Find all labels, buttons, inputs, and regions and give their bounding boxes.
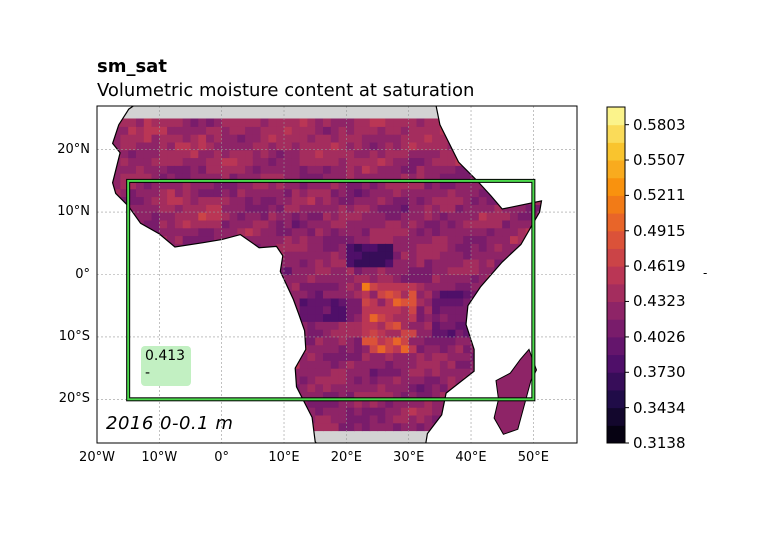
mean-value: 0.413 [145, 348, 186, 364]
colorbar-segment [607, 354, 625, 373]
region-box-highlight [127, 179, 535, 401]
colorbar-segment [607, 248, 625, 267]
lon-tick-label: 40°E [455, 450, 487, 465]
colorbar-tick-label: 0.4026 [633, 327, 686, 346]
variable-title: sm_sat [97, 56, 167, 77]
colorbar-tick-label: 0.3434 [633, 398, 686, 417]
lon-tick-label: 10°E [268, 450, 300, 465]
colorbar-segment [607, 124, 625, 143]
description-title: Volumetric moisture content at saturatio… [97, 80, 475, 101]
colorbar-tick-label: 0.3730 [633, 363, 686, 382]
colorbar-segment [607, 372, 625, 391]
colorbar-tick-label: 0.4619 [633, 257, 686, 276]
colorbar-segment [607, 213, 625, 232]
colorbar-segment [607, 283, 625, 303]
map-frame [96, 105, 578, 444]
lon-tick-label: 50°E [517, 450, 549, 465]
lon-tick-label: 30°E [393, 450, 425, 465]
colorbar-segment [607, 319, 625, 338]
colorbar-segment [607, 407, 625, 426]
colorbar [606, 106, 629, 444]
lat-tick-label: 20°N [57, 141, 90, 157]
colorbar-segment [607, 266, 625, 285]
colorbar-tick-label: 0.4323 [633, 292, 686, 311]
colorbar-segment [607, 160, 625, 179]
mean-unit: - [145, 365, 151, 381]
lon-tick-label: 0° [214, 450, 230, 465]
colorbar-segment [607, 107, 625, 126]
colorbar-segment [607, 177, 625, 196]
gridlines [97, 106, 577, 443]
lon-tick-label: 20°E [330, 450, 362, 465]
madagascar [493, 348, 538, 435]
year-depth-label: 2016 0-0.1 m [106, 413, 234, 434]
lat-tick-label: 10°S [58, 328, 90, 344]
colorbar-segment [607, 195, 625, 214]
colorbar-tick-label: 0.5211 [633, 186, 686, 205]
colorbar-tick-label: 0.5507 [633, 151, 686, 170]
colorbar-tick-label: 0.5803 [633, 115, 686, 134]
coastline [111, 106, 543, 443]
colorbar-segment [607, 301, 625, 320]
colorbar-segment [607, 336, 625, 356]
lat-tick-label: 0° [75, 266, 90, 282]
colorbar-segment [607, 389, 625, 409]
lon-tick-label: 10°W [141, 450, 178, 465]
colorbar-unit: - [703, 266, 708, 280]
lat-tick-label: 20°S [58, 391, 90, 407]
colorbar-tick-label: 0.4915 [633, 221, 686, 240]
colorbar-segment [607, 425, 625, 444]
mean-value-badge: 0.413 - [141, 346, 191, 386]
lon-tick-label: 20°W [79, 450, 115, 465]
colorbar-segment [607, 142, 625, 161]
lat-tick-label: 10°N [57, 204, 90, 220]
colorbar-tick-label: 0.3138 [633, 434, 686, 452]
colorbar-segment [607, 230, 625, 249]
